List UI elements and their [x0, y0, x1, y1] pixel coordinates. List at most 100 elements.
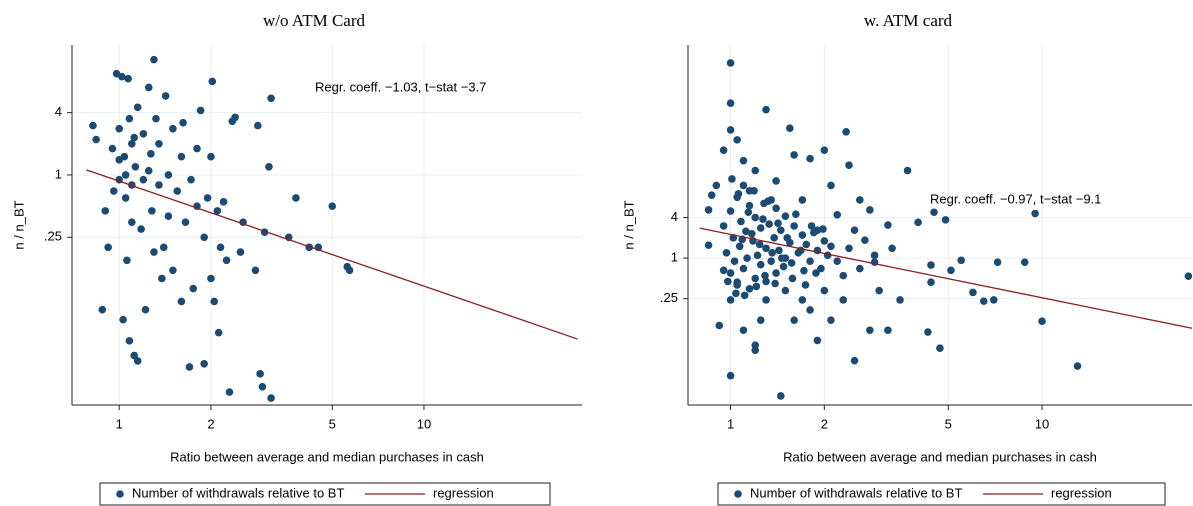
point	[179, 118, 187, 127]
panel: w/o ATM Card 4 1 .25 1 2 5 10 Regr. coeff. −1.03…	[11, 11, 582, 506]
legend-box	[717, 482, 1166, 506]
point	[845, 161, 853, 169]
y-tick-label: 1	[671, 250, 678, 265]
point	[833, 257, 842, 266]
point	[739, 156, 748, 165]
point	[707, 191, 716, 199]
point	[719, 266, 728, 275]
point	[89, 121, 97, 130]
point	[118, 72, 126, 81]
point	[774, 219, 782, 228]
point	[756, 260, 765, 269]
point	[236, 248, 245, 256]
point	[819, 225, 827, 233]
point	[719, 222, 728, 230]
point	[704, 241, 713, 249]
point	[726, 99, 735, 107]
point	[267, 394, 275, 402]
point	[806, 257, 814, 266]
point	[839, 271, 848, 280]
point	[781, 286, 790, 295]
point	[726, 126, 735, 134]
point	[119, 315, 127, 324]
legend-box	[99, 482, 551, 506]
point	[292, 194, 300, 202]
point	[756, 224, 765, 232]
point	[957, 256, 965, 265]
point	[98, 305, 107, 314]
point	[137, 225, 145, 233]
point	[771, 279, 779, 288]
point	[903, 166, 912, 175]
point	[159, 243, 168, 252]
point	[866, 326, 874, 335]
point	[155, 139, 163, 148]
point	[753, 251, 762, 260]
point	[187, 175, 195, 184]
point	[208, 77, 217, 86]
point	[231, 113, 239, 122]
point	[734, 190, 743, 198]
point	[715, 321, 724, 330]
y-tick-label: .25	[44, 229, 62, 244]
point	[147, 150, 155, 158]
point	[798, 296, 807, 304]
point	[189, 284, 198, 293]
point	[200, 359, 208, 368]
y-axis-label: n / n_BT	[11, 200, 26, 249]
point	[813, 336, 822, 345]
point	[704, 206, 713, 214]
point	[739, 264, 748, 273]
point	[775, 246, 783, 255]
point	[92, 135, 100, 144]
point	[941, 216, 950, 224]
point	[765, 220, 773, 228]
point	[827, 316, 835, 324]
point	[719, 146, 728, 155]
point	[169, 124, 177, 133]
x-tick-label: 2	[821, 416, 828, 431]
point	[158, 274, 166, 283]
point	[125, 114, 134, 123]
point	[764, 197, 772, 206]
point	[806, 306, 814, 314]
point	[254, 121, 262, 130]
point	[740, 291, 749, 300]
point	[820, 146, 829, 155]
point	[790, 222, 798, 230]
point	[128, 218, 136, 226]
regression-line	[86, 169, 578, 340]
point	[115, 124, 124, 133]
point	[133, 103, 142, 112]
point	[745, 285, 754, 293]
point	[130, 133, 139, 142]
point	[213, 207, 222, 215]
point	[214, 328, 223, 337]
annotation: Regr. coeff. −0.97, t−stat −9.1	[930, 191, 1101, 206]
point	[770, 234, 778, 242]
point	[930, 208, 938, 217]
annotation: Regr. coeff. −1.03, t−stat −3.7	[315, 79, 486, 94]
point	[777, 254, 786, 262]
point	[936, 344, 944, 353]
point	[739, 326, 748, 335]
x-tick-label: 1	[116, 416, 123, 431]
point	[806, 154, 814, 163]
point	[345, 266, 354, 275]
point	[185, 363, 194, 371]
point	[802, 240, 811, 249]
point	[759, 215, 767, 223]
point	[762, 277, 770, 286]
point	[152, 114, 160, 123]
point	[850, 226, 859, 234]
point	[104, 243, 112, 252]
point	[728, 175, 736, 183]
point	[927, 278, 935, 286]
point	[772, 204, 780, 213]
point	[267, 94, 275, 103]
point	[251, 266, 260, 275]
point	[842, 128, 850, 136]
x-tick-label: 5	[945, 416, 952, 431]
point	[845, 244, 853, 253]
point	[726, 371, 735, 380]
